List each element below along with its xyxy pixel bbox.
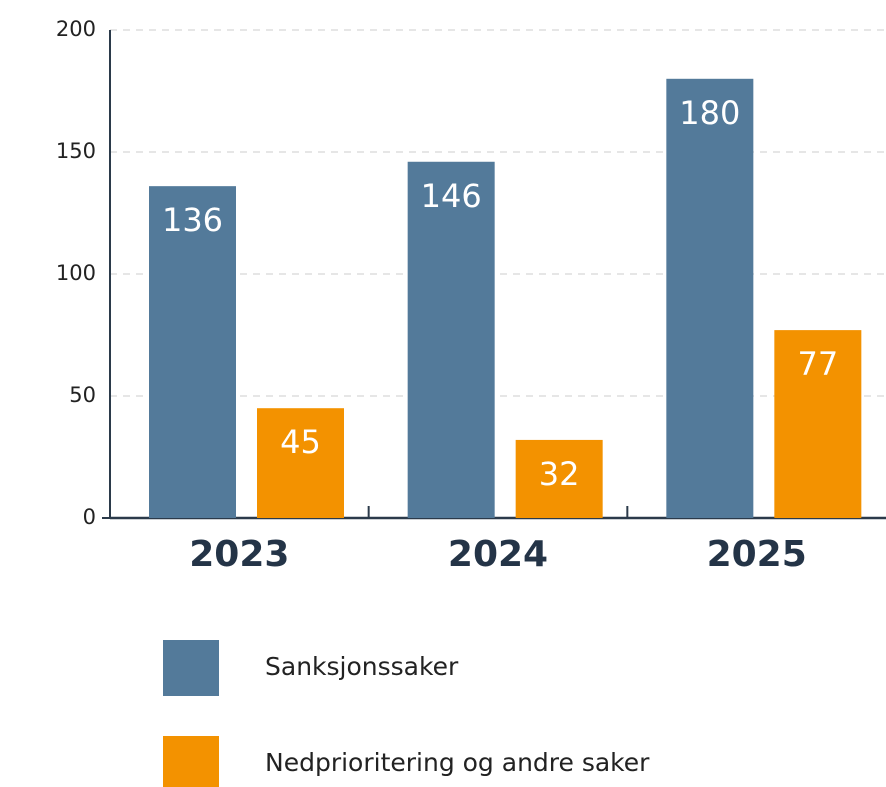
x-tick-label: 2025: [707, 534, 807, 575]
y-tick-label: 150: [56, 139, 96, 163]
x-tick-label: 2024: [448, 534, 548, 575]
y-tick-label: 200: [56, 17, 96, 41]
bar: [257, 408, 344, 518]
y-tick-label: 0: [83, 505, 96, 529]
data-label: 146: [421, 177, 482, 215]
data-label: 136: [162, 201, 223, 239]
bar: [407, 161, 495, 518]
legend-label: Nedprioritering og andre saker: [265, 748, 650, 777]
data-label: 77: [797, 345, 838, 383]
legend-swatch: [163, 640, 219, 696]
bar: [774, 330, 862, 518]
legend-swatch: [163, 736, 219, 787]
bar: [666, 78, 754, 519]
data-label: 180: [679, 94, 740, 132]
y-tick-label: 50: [69, 383, 96, 407]
legend-label: Sanksjonssaker: [265, 652, 459, 681]
bar: [149, 186, 236, 518]
bar: [515, 439, 603, 518]
data-label: 32: [539, 455, 580, 493]
x-tick-label: 2023: [189, 534, 289, 575]
data-label: 45: [280, 423, 321, 461]
y-tick-label: 100: [56, 261, 96, 285]
